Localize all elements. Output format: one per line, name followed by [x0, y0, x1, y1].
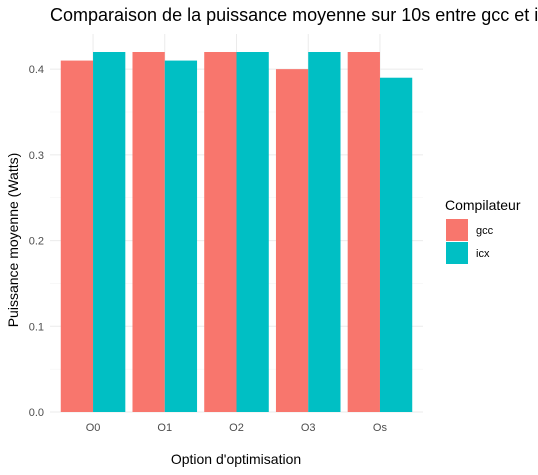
bar-gcc-O1: [132, 52, 165, 412]
y-tick-label: 0.0: [29, 407, 44, 419]
x-tick-label: O2: [229, 422, 244, 434]
bar-gcc-O3: [275, 69, 309, 413]
bar-gcc-Os: [347, 52, 380, 412]
y-tick-label: 0.2: [29, 236, 44, 248]
bars: [60, 52, 413, 413]
legend-label-icx: icx: [476, 248, 490, 260]
bar-icx-O0: [93, 52, 126, 412]
y-tick-label: 0.4: [29, 64, 44, 76]
legend-key-icx: [446, 242, 468, 264]
y-tick-label: 0.1: [29, 321, 44, 333]
legend: Compilateur gcc icx: [445, 197, 521, 264]
x-axis-title: Option d'optimisation: [171, 451, 301, 467]
x-tick-label: O0: [86, 422, 101, 434]
legend-title: Compilateur: [445, 197, 521, 213]
y-axis-title: Puissance moyenne (Watts): [5, 153, 21, 328]
bar-gcc-O2: [204, 52, 237, 412]
y-axis-ticks: 0.0 0.1 0.2 0.3 0.4: [29, 64, 44, 419]
bar-icx-O3: [308, 52, 341, 412]
x-tick-label: O3: [301, 422, 316, 434]
legend-key-gcc: [446, 219, 468, 241]
bar-icx-O2: [236, 52, 269, 412]
y-tick-label: 0.3: [29, 150, 44, 162]
bar-icx-O1: [164, 60, 198, 412]
x-tick-label: O1: [157, 422, 172, 434]
bar-gcc-O0: [60, 60, 94, 412]
chart-title: Comparaison de la puissance moyenne sur …: [50, 5, 538, 25]
bar-icx-Os: [379, 77, 413, 412]
x-axis-ticks: O0 O1 O2 O3 Os: [86, 422, 388, 434]
x-tick-label: Os: [373, 422, 388, 434]
legend-label-gcc: gcc: [476, 225, 494, 237]
